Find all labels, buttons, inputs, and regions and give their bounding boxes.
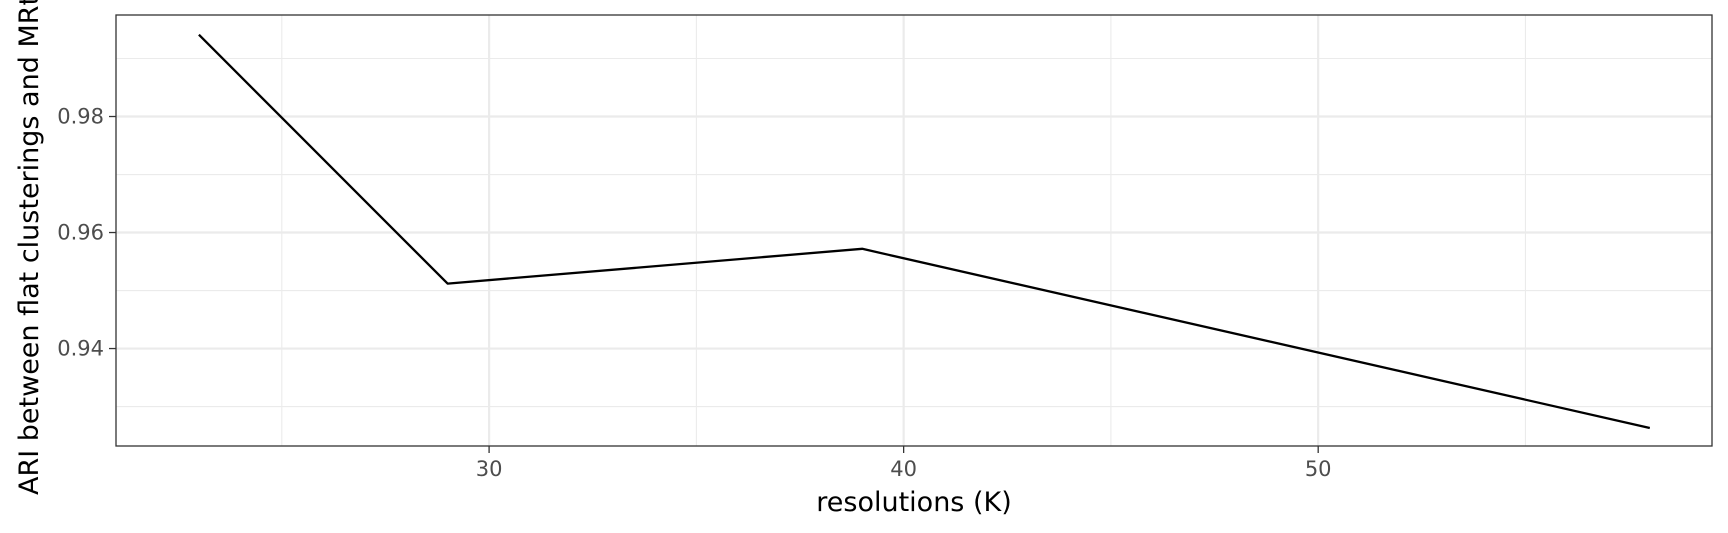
y-tick-label: 0.94 [57, 337, 104, 361]
series-layer [198, 33, 1651, 430]
y-axis: 0.94 0.96 0.98 [57, 105, 116, 361]
panel-border [115, 14, 1713, 447]
plot-panel [115, 14, 1713, 447]
series-line [198, 33, 1651, 430]
x-tick-label: 40 [890, 457, 917, 481]
y-axis-title: ARI between flat clusterings and MRtree [14, 0, 45, 495]
x-tick-label: 30 [476, 457, 503, 481]
panel-background [116, 15, 1712, 446]
major-gridlines [116, 15, 1712, 446]
minor-gridlines [116, 15, 1712, 446]
x-tick-label: 50 [1305, 457, 1332, 481]
x-axis: 30 40 50 [476, 446, 1332, 481]
y-tick-label: 0.96 [57, 221, 104, 245]
y-tick-label: 0.98 [57, 105, 104, 129]
x-axis-title: resolutions (K) [816, 487, 1011, 518]
